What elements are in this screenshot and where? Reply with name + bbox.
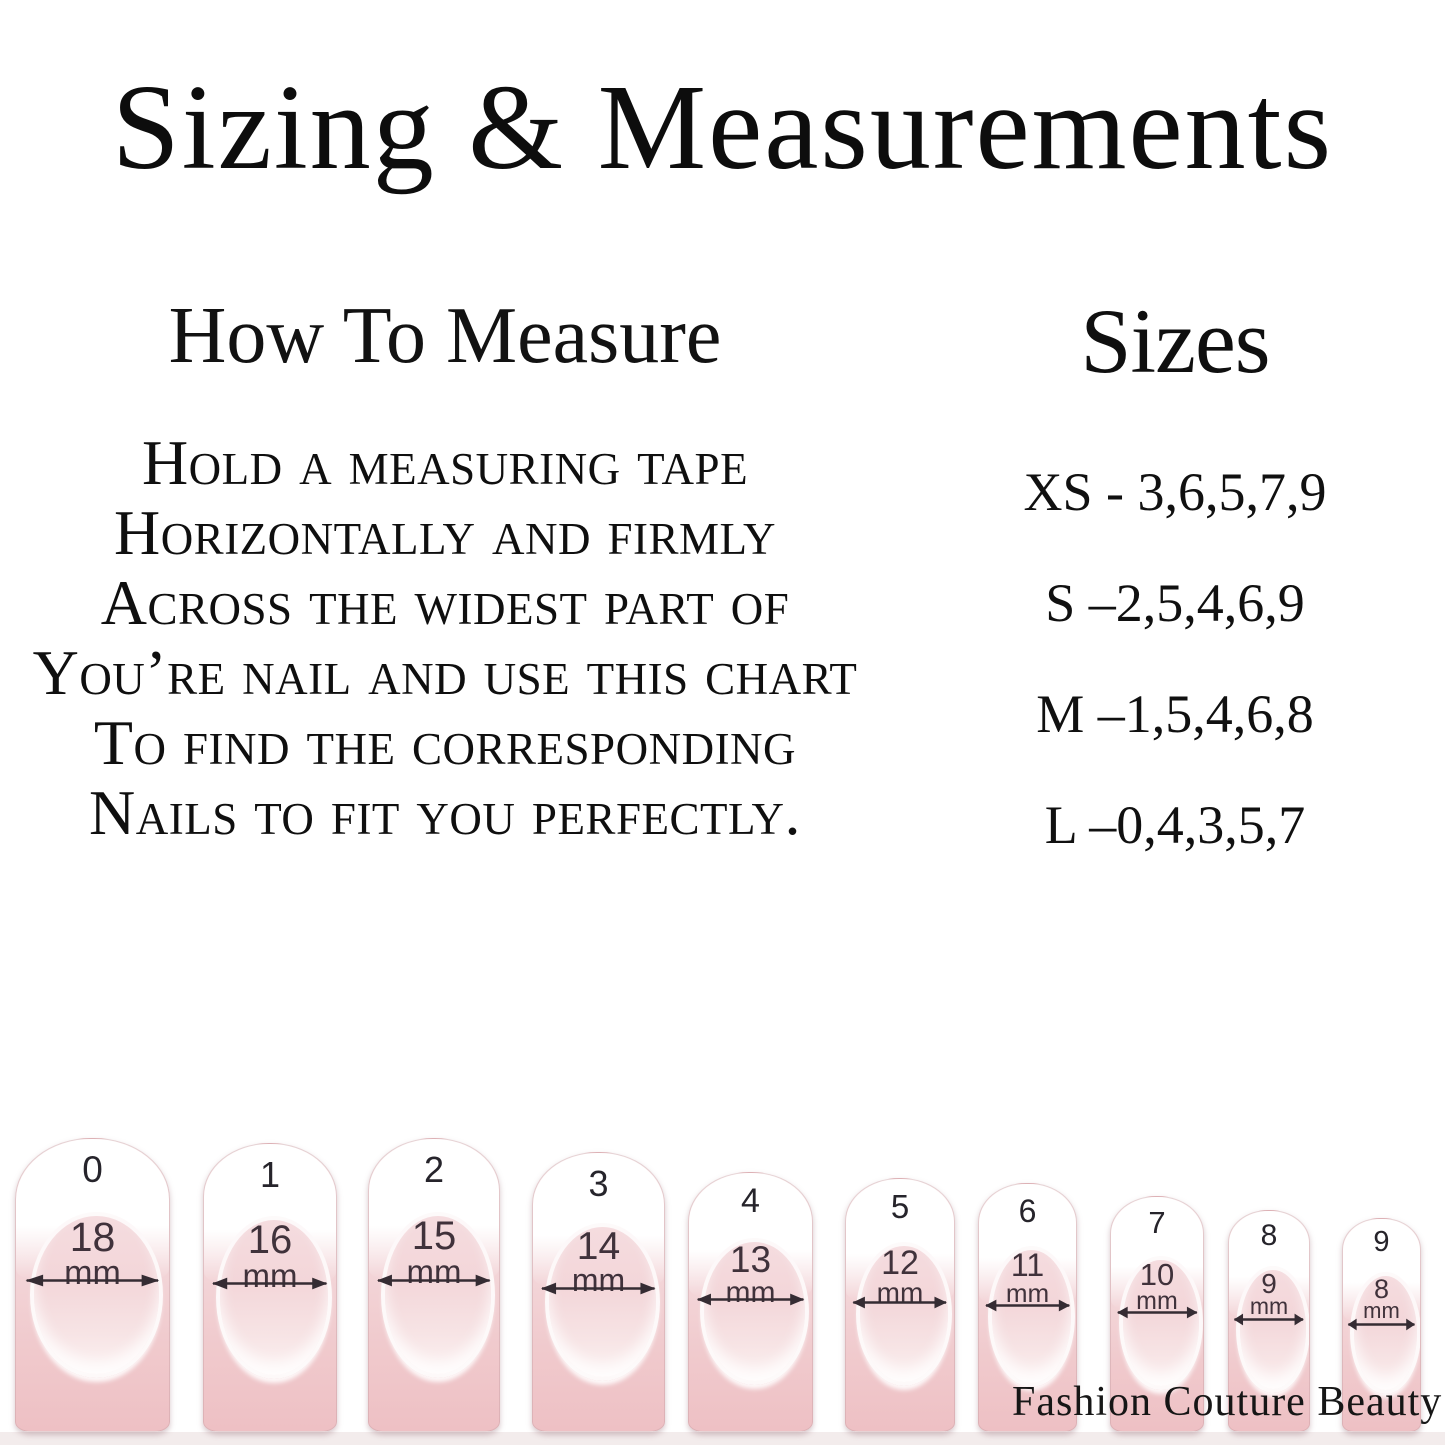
width-arrow-icon bbox=[541, 1282, 656, 1295]
page-title: Sizing & Measurements bbox=[111, 60, 1334, 195]
instruction-line: Nails to fit you perfectly. bbox=[89, 777, 801, 848]
nail-size-0: 0 18 mm bbox=[15, 1138, 170, 1432]
nail-size-7: 7 10 mm bbox=[1110, 1196, 1204, 1432]
width-arrow-icon bbox=[377, 1274, 491, 1287]
nail-width-unit: mm bbox=[725, 1275, 776, 1309]
nail-width-value: 16 bbox=[247, 1218, 293, 1263]
nail-number: 3 bbox=[588, 1162, 609, 1204]
nail-bed-oval bbox=[1119, 1255, 1203, 1390]
nail-size-5: 5 12 mm bbox=[845, 1178, 955, 1432]
sizes-heading: Sizes bbox=[1080, 290, 1270, 392]
nail-bed-oval bbox=[544, 1222, 661, 1381]
nail-width-unit: mm bbox=[64, 1254, 121, 1292]
nail-width-unit: mm bbox=[571, 1262, 626, 1299]
nail-size-8: 8 9 mm bbox=[1228, 1210, 1310, 1432]
width-arrow-icon bbox=[852, 1296, 948, 1309]
size-row-xs: XS - 3,6,5,7,9 bbox=[1023, 462, 1327, 523]
nail-bed-oval bbox=[1349, 1272, 1420, 1395]
nail-width-value: 15 bbox=[411, 1214, 457, 1259]
how-to-measure-heading: How To Measure bbox=[168, 292, 722, 380]
nail-width-value: 11 bbox=[1010, 1247, 1045, 1284]
width-arrow-icon bbox=[1347, 1318, 1416, 1330]
nail-size-9: 9 8 mm bbox=[1342, 1218, 1421, 1432]
nail-number: 2 bbox=[423, 1149, 445, 1191]
nail-number: 1 bbox=[259, 1154, 281, 1196]
width-arrow-icon bbox=[696, 1293, 805, 1306]
nail-width-unit: mm bbox=[242, 1256, 298, 1294]
nail-width-unit: mm bbox=[1249, 1293, 1289, 1320]
nail-bed-oval bbox=[855, 1242, 953, 1387]
size-row-m: M –1,5,4,6,8 bbox=[1036, 684, 1314, 745]
nail-width-unit: mm bbox=[1363, 1298, 1400, 1324]
brand-watermark: Fashion Couture Beauty bbox=[1012, 1379, 1443, 1425]
nail-bed-oval bbox=[700, 1237, 809, 1385]
nail-width-unit: mm bbox=[1136, 1287, 1178, 1316]
nail-width-value: 13 bbox=[729, 1239, 772, 1281]
nail-bed-oval bbox=[215, 1215, 333, 1379]
width-arrow-icon bbox=[1116, 1306, 1198, 1319]
nail-measurement: 8 mm bbox=[1343, 1275, 1420, 1323]
instruction-line: You’re nail and use this chart bbox=[32, 637, 858, 708]
nail-bed-oval bbox=[29, 1212, 164, 1378]
nail-measurement: 10 mm bbox=[1111, 1257, 1203, 1316]
nail-size-4: 4 13 mm bbox=[688, 1172, 813, 1432]
instruction-line: To find the corresponding bbox=[93, 707, 797, 778]
nail-bed-oval bbox=[987, 1245, 1076, 1388]
width-arrow-icon bbox=[985, 1299, 1070, 1312]
nail-measurement: 14 mm bbox=[533, 1224, 664, 1299]
instruction-line: Horizontally and firmly bbox=[113, 497, 777, 568]
nail-width-unit: mm bbox=[406, 1252, 462, 1290]
sizes-section: Sizes XS - 3,6,5,7,9 S –2,5,4,6,9 M –1,5… bbox=[955, 290, 1395, 881]
nail-width-value: 18 bbox=[69, 1214, 116, 1261]
nail-bed-oval bbox=[380, 1212, 496, 1378]
nail-measurement: 16 mm bbox=[204, 1218, 336, 1294]
nail-width-value: 8 bbox=[1373, 1274, 1390, 1305]
instruction-line: Across the widest part of bbox=[100, 567, 790, 638]
nail-size-3: 3 14 mm bbox=[532, 1152, 665, 1432]
nail-measurement: 15 mm bbox=[369, 1216, 499, 1289]
size-row-s: S –2,5,4,6,9 bbox=[1045, 573, 1305, 634]
chart-baseline bbox=[0, 1432, 1445, 1445]
nail-measurement: 18 mm bbox=[16, 1216, 169, 1291]
nail-number: 4 bbox=[741, 1182, 760, 1221]
sizes-list: XS - 3,6,5,7,9 S –2,5,4,6,9 M –1,5,4,6,8… bbox=[955, 437, 1395, 881]
nail-width-value: 14 bbox=[576, 1224, 621, 1268]
how-to-measure-section: How To Measure Hold a measuring tape Hor… bbox=[5, 296, 885, 848]
size-row-l: L –0,4,3,5,7 bbox=[1044, 795, 1306, 856]
nail-width-unit: mm bbox=[1005, 1277, 1050, 1308]
width-arrow-icon bbox=[25, 1274, 160, 1287]
nail-number: 9 bbox=[1373, 1226, 1390, 1259]
nail-size-1: 1 16 mm bbox=[203, 1143, 337, 1432]
nail-measurement: 13 mm bbox=[689, 1239, 812, 1309]
nail-measurement: 11 mm bbox=[979, 1247, 1076, 1308]
nail-size-6: 6 11 mm bbox=[978, 1183, 1077, 1432]
nail-width-value: 10 bbox=[1139, 1257, 1175, 1292]
width-arrow-icon bbox=[212, 1277, 328, 1290]
nail-number: 7 bbox=[1148, 1205, 1166, 1241]
instruction-line: Hold a measuring tape bbox=[141, 427, 749, 498]
nail-number: 8 bbox=[1260, 1218, 1278, 1252]
nail-number: 0 bbox=[82, 1149, 103, 1191]
nail-number: 5 bbox=[890, 1187, 910, 1225]
nail-bed-oval bbox=[1236, 1266, 1309, 1393]
nail-width-value: 12 bbox=[881, 1243, 919, 1282]
nail-measurement: 9 mm bbox=[1229, 1269, 1309, 1319]
width-arrow-icon bbox=[1234, 1313, 1304, 1326]
how-to-measure-instructions: Hold a measuring tape Horizontally and f… bbox=[5, 428, 885, 848]
nail-number: 6 bbox=[1018, 1192, 1037, 1229]
nail-size-2: 2 15 mm bbox=[368, 1138, 500, 1432]
nail-width-value: 9 bbox=[1261, 1268, 1277, 1300]
